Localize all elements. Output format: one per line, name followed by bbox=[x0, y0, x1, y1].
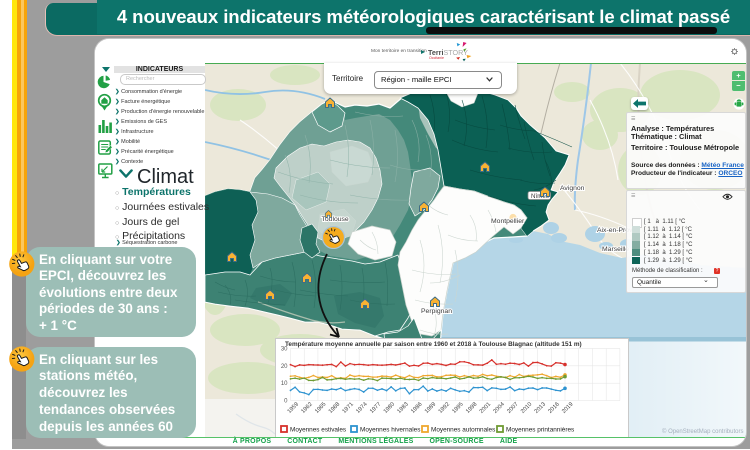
svg-text:2013: 2013 bbox=[534, 402, 547, 415]
svg-text:1983: 1983 bbox=[396, 402, 409, 415]
svg-text:Aix-en-Prov: Aix-en-Prov bbox=[597, 227, 633, 234]
svg-text:Avignon: Avignon bbox=[560, 185, 585, 192]
svg-text:1980: 1980 bbox=[383, 402, 396, 415]
svg-text:Moyennes estivales: Moyennes estivales bbox=[290, 427, 346, 434]
svg-text:Perpignan: Perpignan bbox=[421, 308, 452, 315]
svg-text:1965: 1965 bbox=[314, 402, 327, 415]
svg-text:1989: 1989 bbox=[424, 402, 437, 415]
svg-text:1992: 1992 bbox=[438, 402, 451, 415]
svg-text:1977: 1977 bbox=[369, 402, 382, 415]
svg-text:1968: 1968 bbox=[328, 402, 341, 415]
svg-text:2019: 2019 bbox=[561, 402, 574, 415]
svg-text:Moyennes automnales: Moyennes automnales bbox=[431, 427, 495, 434]
svg-text:Nîmes: Nîmes bbox=[531, 193, 549, 200]
svg-text:1995: 1995 bbox=[451, 402, 464, 415]
svg-text:1998: 1998 bbox=[465, 402, 478, 415]
svg-text:2001: 2001 bbox=[479, 402, 492, 415]
svg-text:1986: 1986 bbox=[410, 402, 423, 415]
svg-text:10: 10 bbox=[281, 381, 288, 387]
svg-text:2007: 2007 bbox=[506, 402, 519, 415]
svg-text:30: 30 bbox=[281, 347, 288, 353]
svg-text:Moyennes printannières: Moyennes printannières bbox=[506, 427, 574, 434]
svg-text:1962: 1962 bbox=[300, 402, 313, 415]
svg-text:20: 20 bbox=[281, 364, 288, 370]
svg-text:2016: 2016 bbox=[547, 402, 560, 415]
svg-text:1974: 1974 bbox=[355, 401, 369, 415]
svg-text:Toulouse: Toulouse bbox=[322, 216, 349, 223]
svg-text:1971: 1971 bbox=[342, 402, 355, 415]
svg-text:Montpellier: Montpellier bbox=[491, 218, 525, 225]
svg-text:Moyennes hivernales: Moyennes hivernales bbox=[360, 427, 420, 434]
svg-text:1959: 1959 bbox=[287, 402, 300, 415]
svg-text:2004: 2004 bbox=[493, 401, 507, 415]
svg-text:Marseille: Marseille bbox=[602, 246, 629, 253]
svg-text:0: 0 bbox=[284, 399, 288, 405]
svg-text:2010: 2010 bbox=[520, 402, 533, 415]
